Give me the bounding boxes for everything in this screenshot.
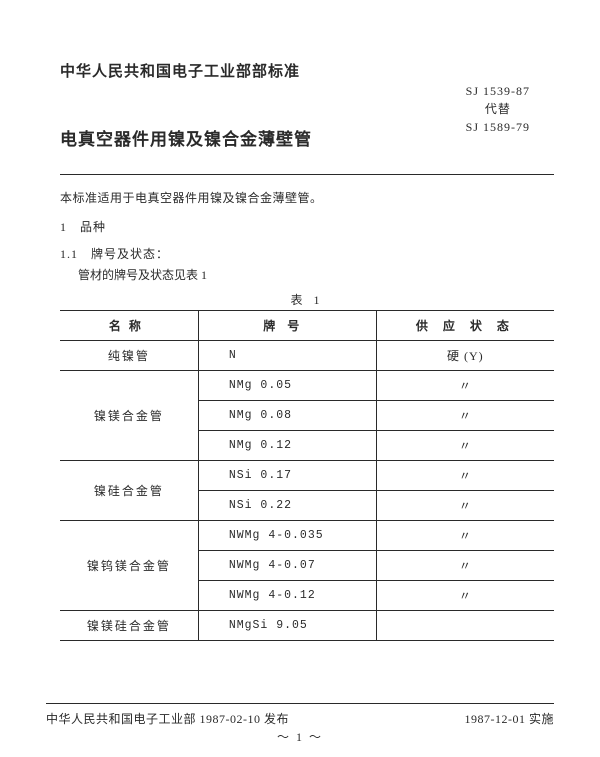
code-cell: NWMg 4-0.07 [198, 551, 376, 581]
supply-cell: 〃 [376, 521, 554, 551]
table-caption: 表 1 [60, 291, 554, 308]
code-cell: NSi 0.17 [198, 461, 376, 491]
code-cell: NMgSi 9.05 [198, 611, 376, 641]
col-header-code: 牌号 [198, 311, 376, 341]
supply-cell: 〃 [376, 581, 554, 611]
supply-cell [376, 611, 554, 641]
table-row: 镍镁硅合金管NMgSi 9.05 [60, 611, 554, 641]
scope-text: 本标准适用于电真空器件用镍及镍合金薄壁管。 [60, 189, 554, 206]
group-cell: 镍镁合金管 [60, 371, 198, 461]
group-cell: 镍镁硅合金管 [60, 611, 198, 641]
code-cell: NWMg 4-0.12 [198, 581, 376, 611]
section-1-1-heading: 1.1 牌号及状态： [60, 245, 554, 262]
code-cell: NSi 0.22 [198, 491, 376, 521]
code-cell: NWMg 4-0.035 [198, 521, 376, 551]
footer-effective-date: 1987-12-01 实施 [465, 710, 555, 727]
code-cell: N [198, 341, 376, 371]
standard-id-block: SJ 1539-87 代替 SJ 1589-79 [466, 82, 530, 136]
group-cell: 镍钨镁合金管 [60, 521, 198, 611]
standard-id-replaced: SJ 1589-79 [466, 118, 530, 136]
supply-cell: 〃 [376, 491, 554, 521]
supply-cell: 〃 [376, 431, 554, 461]
footer: 中华人民共和国电子工业部 1987-02-10 发布 1987-12-01 实施 [46, 703, 554, 727]
table-row: 镍镁合金管NMg 0.05〃 [60, 371, 554, 401]
code-cell: NMg 0.12 [198, 431, 376, 461]
standard-id-main: SJ 1539-87 [466, 82, 530, 100]
code-cell: NMg 0.08 [198, 401, 376, 431]
footer-issue-date: 中华人民共和国电子工业部 1987-02-10 发布 [46, 710, 289, 727]
page-number: ～ 1 ～ [0, 728, 600, 745]
col-header-supply: 供 应 状 态 [376, 311, 554, 341]
title-rule [60, 174, 554, 175]
standard-id-replace-label: 代替 [466, 100, 530, 118]
group-cell: 纯镍管 [60, 341, 198, 371]
table-row: 纯镍管N硬 (Y) [60, 341, 554, 371]
section-1-heading: 1 品种 [60, 218, 554, 235]
col-header-name: 名称 [60, 311, 198, 341]
supply-cell: 硬 (Y) [376, 341, 554, 371]
table-row: 镍钨镁合金管NWMg 4-0.035〃 [60, 521, 554, 551]
supply-cell: 〃 [376, 461, 554, 491]
supply-cell: 〃 [376, 371, 554, 401]
spec-table: 名称 牌号 供 应 状 态 纯镍管N硬 (Y)镍镁合金管NMg 0.05〃NMg… [60, 310, 554, 641]
page: 中华人民共和国电子工业部部标准 SJ 1539-87 代替 SJ 1589-79… [0, 0, 600, 757]
section-1-1-text: 管材的牌号及状态见表 1 [78, 266, 554, 283]
supply-cell: 〃 [376, 401, 554, 431]
group-cell: 镍硅合金管 [60, 461, 198, 521]
table-header-row: 名称 牌号 供 应 状 态 [60, 311, 554, 341]
issuer-line: 中华人民共和国电子工业部部标准 [60, 60, 554, 81]
code-cell: NMg 0.05 [198, 371, 376, 401]
table-row: 镍硅合金管NSi 0.17〃 [60, 461, 554, 491]
supply-cell: 〃 [376, 551, 554, 581]
